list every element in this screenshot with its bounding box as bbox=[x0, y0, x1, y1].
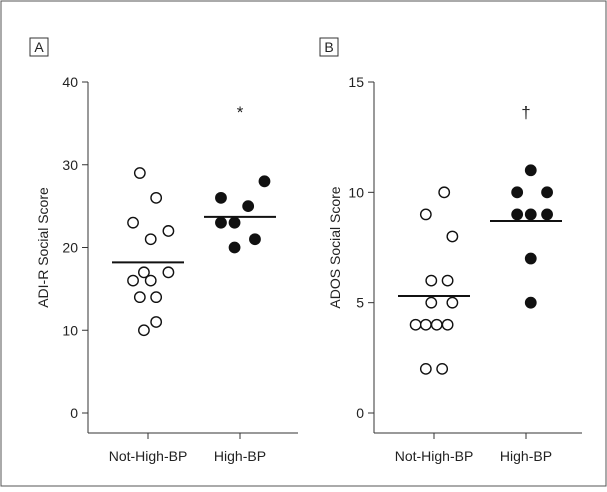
panel-a-point-not-high-bp bbox=[162, 225, 175, 237]
panel-a-point-not-high-bp bbox=[138, 266, 150, 279]
panel-b-y-tick-label: 5 bbox=[356, 295, 364, 311]
panel-a-point-high-bp bbox=[215, 191, 227, 204]
panel-b-point-not-high-bp bbox=[441, 318, 454, 331]
panel-b-point-not-high-bp bbox=[436, 362, 449, 375]
panel-a-y-tick-label: 0 bbox=[70, 405, 78, 421]
panel-b-label-box bbox=[319, 37, 339, 57]
panel-a-y-axis-label: ADI-R Social Score bbox=[35, 187, 51, 308]
panel-a-point-high-bp bbox=[258, 175, 271, 188]
panel-b-point-not-high-bp bbox=[425, 296, 438, 309]
panel-a-category-label: High-BP bbox=[214, 448, 266, 464]
panel-a-y-tick-label: 10 bbox=[62, 322, 78, 338]
panel-b-point-not-high-bp bbox=[419, 362, 432, 375]
panel-b-point-not-high-bp bbox=[438, 186, 451, 199]
panel-a-label: A bbox=[34, 39, 44, 55]
panel-b-point-not-high-bp bbox=[441, 274, 454, 287]
panel-a-point-high-bp bbox=[228, 216, 241, 229]
panel-b-category-label: High-BP bbox=[500, 448, 552, 464]
panel-b-y-tick-label: 10 bbox=[348, 184, 364, 200]
panel-a-point-high-bp bbox=[249, 233, 261, 246]
panel-b-point-high-bp bbox=[511, 208, 524, 221]
panel-a-point-not-high-bp bbox=[127, 274, 139, 287]
panel-b-label: B bbox=[324, 39, 333, 55]
panel-b-category-label: Not-High-BP bbox=[395, 448, 474, 464]
panel-a-label-box bbox=[29, 37, 49, 57]
panel-a-point-not-high-bp bbox=[162, 266, 175, 279]
panel-a-point-not-high-bp bbox=[150, 316, 163, 328]
panel-a-point-not-high-bp bbox=[150, 191, 163, 204]
panel-a-point-not-high-bp bbox=[133, 291, 146, 304]
panel-b-point-high-bp bbox=[541, 186, 553, 199]
panel-a-point-not-high-bp bbox=[144, 233, 157, 246]
panel-b-point-not-high-bp bbox=[419, 318, 432, 331]
panel-a-category-label: Not-High-BP bbox=[109, 448, 188, 464]
panel-b-point-high-bp bbox=[524, 252, 537, 265]
panel-b-point-not-high-bp bbox=[425, 274, 438, 287]
panel-b-point-not-high-bp bbox=[409, 318, 422, 331]
panel-a-point-not-high-bp bbox=[138, 324, 150, 337]
panel-b-point-high-bp bbox=[541, 208, 553, 221]
panel-a-point-not-high-bp bbox=[127, 216, 139, 229]
panel-b-point-high-bp bbox=[524, 296, 537, 309]
panel-a-point-high-bp bbox=[215, 216, 227, 229]
panel-a-y-tick-label: 30 bbox=[62, 157, 78, 173]
panel-a-point-high-bp bbox=[242, 200, 255, 213]
panel-b-point-high-bp bbox=[511, 186, 524, 199]
panel-a-point-not-high-bp bbox=[133, 167, 146, 179]
panel-b-y-tick-label: 0 bbox=[356, 405, 364, 421]
panel-b-significance-marker: † bbox=[521, 103, 530, 122]
panel-a-significance-marker: * bbox=[237, 103, 244, 122]
panel-b-y-axis-label: ADOS Social Score bbox=[327, 186, 343, 308]
panel-b-y-tick-label: 15 bbox=[348, 74, 364, 90]
panel-b-point-high-bp bbox=[524, 208, 537, 221]
panel-b-point-not-high-bp bbox=[419, 208, 432, 221]
panel-b-point-not-high-bp bbox=[446, 296, 459, 309]
panel-b-point-not-high-bp bbox=[430, 318, 443, 331]
panel-a-point-high-bp bbox=[228, 241, 241, 254]
panel-a-point-not-high-bp bbox=[144, 274, 157, 287]
panel-b-point-not-high-bp bbox=[446, 230, 459, 243]
panel-b-point-high-bp bbox=[524, 164, 537, 177]
panel-a-point-not-high-bp bbox=[150, 291, 163, 304]
panel-a-y-tick-label: 20 bbox=[62, 240, 78, 256]
panel-a-y-tick-label: 40 bbox=[62, 74, 78, 90]
